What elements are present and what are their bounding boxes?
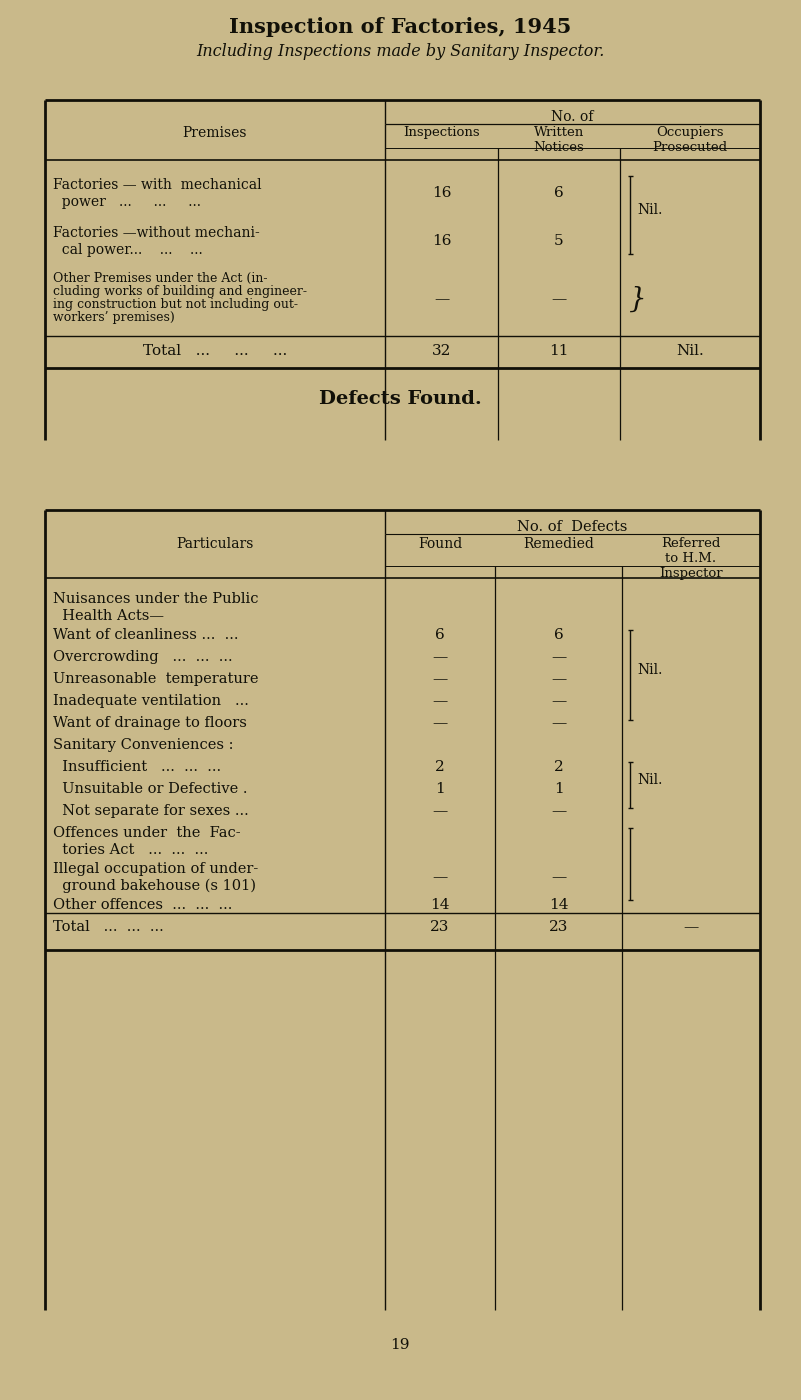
Text: Sanitary Conveniences :: Sanitary Conveniences : [53, 738, 234, 752]
Text: Want of drainage to floors: Want of drainage to floors [53, 715, 247, 729]
Text: Insufficient   ...  ...  ...: Insufficient ... ... ... [53, 760, 221, 774]
Text: —: — [433, 672, 448, 686]
Text: Not separate for sexes ...: Not separate for sexes ... [53, 804, 249, 818]
Text: Illegal occupation of under-: Illegal occupation of under- [53, 862, 258, 876]
Text: 23: 23 [549, 920, 568, 934]
Text: Other offences  ...  ...  ...: Other offences ... ... ... [53, 897, 232, 911]
Text: Health Acts—: Health Acts— [53, 609, 164, 623]
Text: —: — [551, 293, 566, 307]
Text: Nil.: Nil. [676, 344, 704, 358]
Text: Other Premises under the Act (in-: Other Premises under the Act (in- [53, 272, 268, 286]
Text: Offences under  the  Fac-: Offences under the Fac- [53, 826, 240, 840]
Text: —: — [551, 650, 566, 664]
Text: No. of  Defects: No. of Defects [517, 519, 628, 533]
Text: Inadequate ventilation   ...: Inadequate ventilation ... [53, 694, 249, 708]
Text: 11: 11 [549, 344, 569, 358]
Text: —: — [551, 715, 566, 729]
Text: No. of: No. of [551, 111, 594, 125]
Text: —: — [434, 293, 449, 307]
Text: 16: 16 [432, 234, 451, 248]
Text: Nuisances under the Public: Nuisances under the Public [53, 592, 259, 606]
Text: —: — [551, 694, 566, 708]
Text: 14: 14 [430, 897, 449, 911]
Text: Overcrowding   ...  ...  ...: Overcrowding ... ... ... [53, 650, 232, 664]
Text: Factories — with  mechanical: Factories — with mechanical [53, 178, 262, 192]
Text: Including Inspections made by Sanitary Inspector.: Including Inspections made by Sanitary I… [195, 43, 604, 60]
Text: 2: 2 [553, 760, 563, 774]
Text: Remedied: Remedied [523, 538, 594, 552]
Text: 19: 19 [390, 1338, 410, 1352]
Text: Nil.: Nil. [637, 773, 662, 787]
Text: 14: 14 [549, 897, 568, 911]
Text: —: — [433, 804, 448, 818]
Text: Particulars: Particulars [176, 538, 254, 552]
Text: —: — [551, 804, 566, 818]
Text: 5: 5 [554, 234, 564, 248]
Text: —: — [551, 869, 566, 883]
Text: Premises: Premises [183, 126, 248, 140]
Text: Factories —without mechani-: Factories —without mechani- [53, 225, 260, 239]
Text: —: — [433, 869, 448, 883]
Text: Nil.: Nil. [637, 664, 662, 678]
Text: Total   ...  ...  ...: Total ... ... ... [53, 920, 163, 934]
Text: 32: 32 [432, 344, 451, 358]
Text: —: — [551, 672, 566, 686]
Text: power   ...     ...     ...: power ... ... ... [53, 195, 201, 209]
Text: —: — [433, 650, 448, 664]
Text: —: — [433, 694, 448, 708]
Text: 6: 6 [554, 186, 564, 200]
Text: }: } [628, 286, 646, 314]
Text: Unreasonable  temperature: Unreasonable temperature [53, 672, 259, 686]
Text: Inspection of Factories, 1945: Inspection of Factories, 1945 [229, 17, 571, 36]
Text: tories Act   ...  ...  ...: tories Act ... ... ... [53, 843, 208, 857]
Text: workers’ premises): workers’ premises) [53, 311, 175, 323]
Text: 1: 1 [553, 783, 563, 797]
Text: ground bakehouse (s 101): ground bakehouse (s 101) [53, 879, 256, 893]
Text: cal power...    ...    ...: cal power... ... ... [53, 244, 203, 258]
Text: 2: 2 [435, 760, 445, 774]
Text: 16: 16 [432, 186, 451, 200]
Text: Want of cleanliness ...  ...: Want of cleanliness ... ... [53, 629, 239, 643]
Text: Referred
to H.M.
Inspector: Referred to H.M. Inspector [659, 538, 723, 580]
Text: Unsuitable or Defective .: Unsuitable or Defective . [53, 783, 248, 797]
Text: —: — [683, 920, 698, 934]
Text: ing construction but not including out-: ing construction but not including out- [53, 298, 298, 311]
Text: Inspections: Inspections [403, 126, 480, 139]
Text: Defects Found.: Defects Found. [319, 391, 481, 407]
Text: 1: 1 [435, 783, 445, 797]
Text: Occupiers
Prosecuted: Occupiers Prosecuted [653, 126, 727, 154]
Text: Written
Notices: Written Notices [533, 126, 585, 154]
Text: cluding works of building and engineer-: cluding works of building and engineer- [53, 286, 307, 298]
Text: Nil.: Nil. [637, 203, 662, 217]
Text: 23: 23 [430, 920, 449, 934]
Text: 6: 6 [553, 629, 563, 643]
Text: —: — [433, 715, 448, 729]
Text: Total   ...     ...     ...: Total ... ... ... [143, 344, 287, 358]
Text: Found: Found [418, 538, 462, 552]
Text: 6: 6 [435, 629, 445, 643]
